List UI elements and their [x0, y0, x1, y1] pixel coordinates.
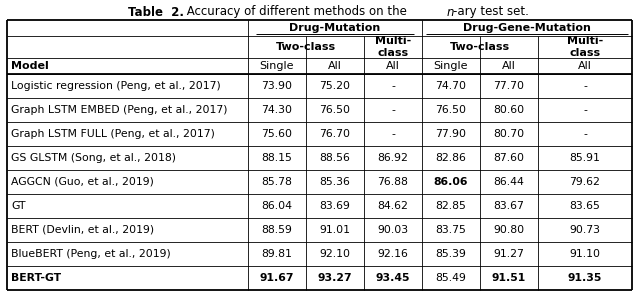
Text: n: n	[447, 6, 454, 18]
Text: Accuracy of different methods on the: Accuracy of different methods on the	[183, 6, 411, 18]
Text: 85.36: 85.36	[319, 177, 351, 187]
Text: 73.90: 73.90	[262, 81, 292, 91]
Text: -ary test set.: -ary test set.	[453, 6, 529, 18]
Text: Graph LSTM EMBED (Peng, et al., 2017): Graph LSTM EMBED (Peng, et al., 2017)	[11, 105, 227, 115]
Text: Drug-Gene-Mutation: Drug-Gene-Mutation	[463, 23, 591, 33]
Text: -: -	[583, 105, 587, 115]
Text: 84.62: 84.62	[378, 201, 408, 211]
Text: 91.01: 91.01	[319, 225, 351, 235]
Text: 85.78: 85.78	[262, 177, 292, 187]
Text: 82.86: 82.86	[436, 153, 467, 163]
Text: 74.30: 74.30	[262, 105, 292, 115]
Text: 75.60: 75.60	[262, 129, 292, 139]
Text: Multi-
class: Multi- class	[567, 36, 603, 58]
Text: -: -	[583, 81, 587, 91]
Text: 86.92: 86.92	[378, 153, 408, 163]
Text: 91.10: 91.10	[570, 249, 600, 259]
Text: Single: Single	[434, 61, 468, 71]
Text: 86.06: 86.06	[434, 177, 468, 187]
Text: All: All	[328, 61, 342, 71]
Text: BERT (Devlin, et al., 2019): BERT (Devlin, et al., 2019)	[11, 225, 154, 235]
Text: 85.91: 85.91	[570, 153, 600, 163]
Text: Table  2.: Table 2.	[128, 6, 184, 18]
Text: 92.16: 92.16	[378, 249, 408, 259]
Text: 86.44: 86.44	[493, 177, 524, 187]
Text: 77.70: 77.70	[493, 81, 525, 91]
Text: Drug-Mutation: Drug-Mutation	[289, 23, 381, 33]
Text: All: All	[502, 61, 516, 71]
Text: 88.15: 88.15	[262, 153, 292, 163]
Text: AGGCN (Guo, et al., 2019): AGGCN (Guo, et al., 2019)	[11, 177, 154, 187]
Text: 77.90: 77.90	[435, 129, 467, 139]
Text: 92.10: 92.10	[319, 249, 351, 259]
Text: 74.70: 74.70	[435, 81, 467, 91]
Text: Two-class: Two-class	[276, 42, 336, 52]
Text: 75.20: 75.20	[319, 81, 351, 91]
Text: 76.50: 76.50	[319, 105, 351, 115]
Text: 76.70: 76.70	[319, 129, 351, 139]
Text: 91.67: 91.67	[260, 273, 294, 283]
Text: 83.67: 83.67	[493, 201, 524, 211]
Text: GT: GT	[11, 201, 26, 211]
Text: 90.73: 90.73	[570, 225, 600, 235]
Text: 93.27: 93.27	[317, 273, 352, 283]
Text: Single: Single	[260, 61, 294, 71]
Text: Two-class: Two-class	[450, 42, 510, 52]
Text: 90.03: 90.03	[378, 225, 408, 235]
Text: BlueBERT (Peng, et al., 2019): BlueBERT (Peng, et al., 2019)	[11, 249, 171, 259]
Text: -: -	[391, 129, 395, 139]
Text: 80.70: 80.70	[493, 129, 525, 139]
Text: All: All	[578, 61, 592, 71]
Text: 91.51: 91.51	[492, 273, 526, 283]
Text: Logistic regression (Peng, et al., 2017): Logistic regression (Peng, et al., 2017)	[11, 81, 221, 91]
Text: 93.45: 93.45	[376, 273, 410, 283]
Text: BERT-GT: BERT-GT	[11, 273, 61, 283]
Text: 85.39: 85.39	[436, 249, 467, 259]
Text: 79.62: 79.62	[570, 177, 600, 187]
Text: 88.59: 88.59	[262, 225, 292, 235]
Text: 83.75: 83.75	[436, 225, 467, 235]
Text: 83.65: 83.65	[570, 201, 600, 211]
Text: 76.88: 76.88	[378, 177, 408, 187]
Text: -: -	[391, 105, 395, 115]
Text: 87.60: 87.60	[493, 153, 525, 163]
Text: -: -	[583, 129, 587, 139]
Text: 89.81: 89.81	[262, 249, 292, 259]
Text: Model: Model	[11, 61, 49, 71]
Text: 88.56: 88.56	[319, 153, 351, 163]
Text: 91.35: 91.35	[568, 273, 602, 283]
Text: 86.04: 86.04	[262, 201, 292, 211]
Text: Multi-
class: Multi- class	[375, 36, 411, 58]
Text: Graph LSTM FULL (Peng, et al., 2017): Graph LSTM FULL (Peng, et al., 2017)	[11, 129, 215, 139]
Text: 83.69: 83.69	[319, 201, 351, 211]
Text: -: -	[391, 81, 395, 91]
Text: 82.85: 82.85	[436, 201, 467, 211]
Text: 85.49: 85.49	[436, 273, 467, 283]
Text: 80.60: 80.60	[493, 105, 525, 115]
Text: GS GLSTM (Song, et al., 2018): GS GLSTM (Song, et al., 2018)	[11, 153, 176, 163]
Text: 90.80: 90.80	[493, 225, 525, 235]
Text: 91.27: 91.27	[493, 249, 524, 259]
Text: All: All	[386, 61, 400, 71]
Text: 76.50: 76.50	[435, 105, 467, 115]
